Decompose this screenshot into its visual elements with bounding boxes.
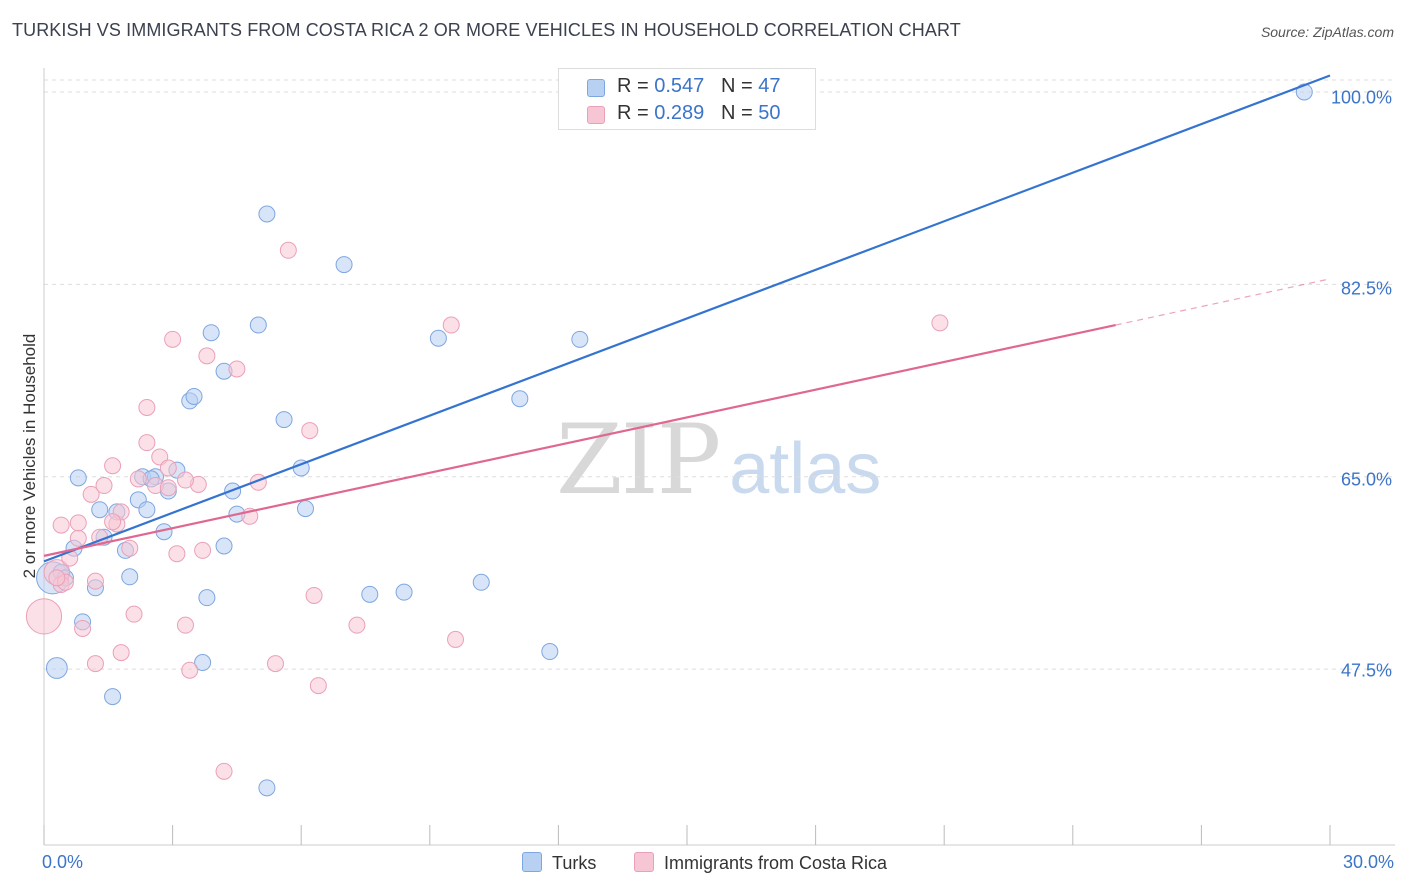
turks-point-27 [249,316,267,334]
watermark-atlas: atlas [729,429,882,509]
legend-turks-label: Turks [552,853,597,873]
costa-rica-point-17 [138,434,156,452]
costa-rica-point-8 [86,572,104,590]
costa-rica-point-36 [309,677,327,695]
turks-stats-text: R = 0.547 N = 47 [617,75,781,97]
y-tick-label-100: 100.0% [1330,87,1392,108]
y-tick-label-82-5: 82.5% [1340,278,1392,299]
x-tick-label-min: 0.0% [42,852,84,872]
stats-row-costa-rica: R = 0.289 N = 50 [559,102,815,128]
costa-rica-point-34 [301,422,319,440]
costa-rica-point-38 [442,316,460,334]
turks-point-34 [395,583,413,601]
stats-row-turks: R = 0.547 N = 47 [559,75,815,101]
costa-rica-point-49 [176,471,194,489]
costa-rica-point-42 [74,619,92,637]
costa-rica-point-15 [125,605,143,623]
costa-rica-point-18 [138,398,156,416]
x-tick-label-max: 30.0% [1342,852,1394,872]
turks-point-31 [296,500,314,518]
turks-point-33 [361,585,379,603]
turks-point-24 [215,537,233,555]
costa-rica-point-37 [348,616,366,634]
turks-swatch [587,79,605,97]
legend-item-turks: Turks [522,852,596,874]
costa-rica-point-0 [25,598,63,635]
costa-rica-point-16 [129,470,147,488]
turks-point-42 [258,779,276,797]
turks-point-32 [335,256,353,274]
source-credit: Source: ZipAtlas.com [1260,24,1394,40]
legend-turks-swatch [522,852,542,872]
turks-point-19 [185,387,203,405]
costa-rica-point-27 [194,541,212,559]
watermark: ZIP atlas [556,404,881,516]
y-tick-label-47-5: 47.5% [1340,660,1392,681]
costa-rica-point-41 [112,644,130,662]
costa-rica-point-40 [86,655,104,673]
turks-point-3 [45,657,68,679]
turks-point-20 [202,324,220,342]
costa-rica-point-14 [121,539,139,557]
costa-rica-point-29 [228,360,246,378]
costa-rica-point-22 [164,330,182,348]
turks-point-28 [258,205,276,223]
watermark-zip: ZIP [556,404,721,516]
costa-rica-point-33 [279,241,297,259]
costa-rica-point-32 [266,655,284,673]
costa-rica-point-23 [168,545,186,563]
costa-rica-point-43 [215,762,233,780]
turks-point-6 [91,501,109,519]
y-axis-label: 2 or more Vehicles in Household [20,333,39,579]
costa-rica-point-25 [181,661,199,679]
costa-rica-trend-extension [1115,278,1331,326]
costa-rica-point-46 [159,479,177,497]
turks-point-29 [275,411,293,429]
costa-rica-trend-line [43,323,1116,557]
costa-rica-point-28 [198,347,216,365]
costa-rica-stats-text: R = 0.289 N = 50 [617,102,781,124]
costa-rica-point-47 [104,513,122,531]
costa-rica-point-5 [69,529,87,547]
costa-rica-point-21 [159,459,177,477]
turks-point-36 [472,573,490,591]
turks-point-21 [198,589,216,607]
costa-rica-point-7 [82,485,100,503]
turks-point-13 [138,501,156,519]
chart-title: TURKISH VS IMMIGRANTS FROM COSTA RICA 2 … [12,20,961,40]
correlation-stats-box: R = 0.547 N = 47 R = 0.289 N = 50 [558,68,816,130]
costa-rica-point-44 [931,314,949,332]
legend-costa-rica-label: Immigrants from Costa Rica [664,853,888,873]
costa-rica-point-24 [176,616,194,634]
turks-point-41 [104,688,122,706]
costa-rica-point-48 [48,569,66,587]
legend-item-costa-rica: Immigrants from Costa Rica [634,852,887,874]
turks-point-38 [541,643,559,661]
turks-trend-line [43,74,1331,563]
costa-rica-point-3 [52,516,70,534]
turks-point-22 [194,654,212,672]
turks-point-37 [511,390,529,408]
costa-rica-swatch [587,106,605,124]
legend-costa-rica-swatch [634,852,654,872]
costa-rica-point-39 [447,630,465,648]
turks-point-46 [1295,83,1313,101]
turks-point-10 [121,568,139,586]
turks-point-4 [69,469,87,487]
costa-rica-point-10 [95,477,113,495]
costa-rica-point-35 [305,586,323,604]
costa-rica-point-11 [104,457,122,475]
turks-point-35 [429,329,447,347]
turks-point-39 [571,330,589,348]
y-tick-label-65: 65.0% [1340,469,1392,490]
costa-rica-point-6 [69,514,87,532]
